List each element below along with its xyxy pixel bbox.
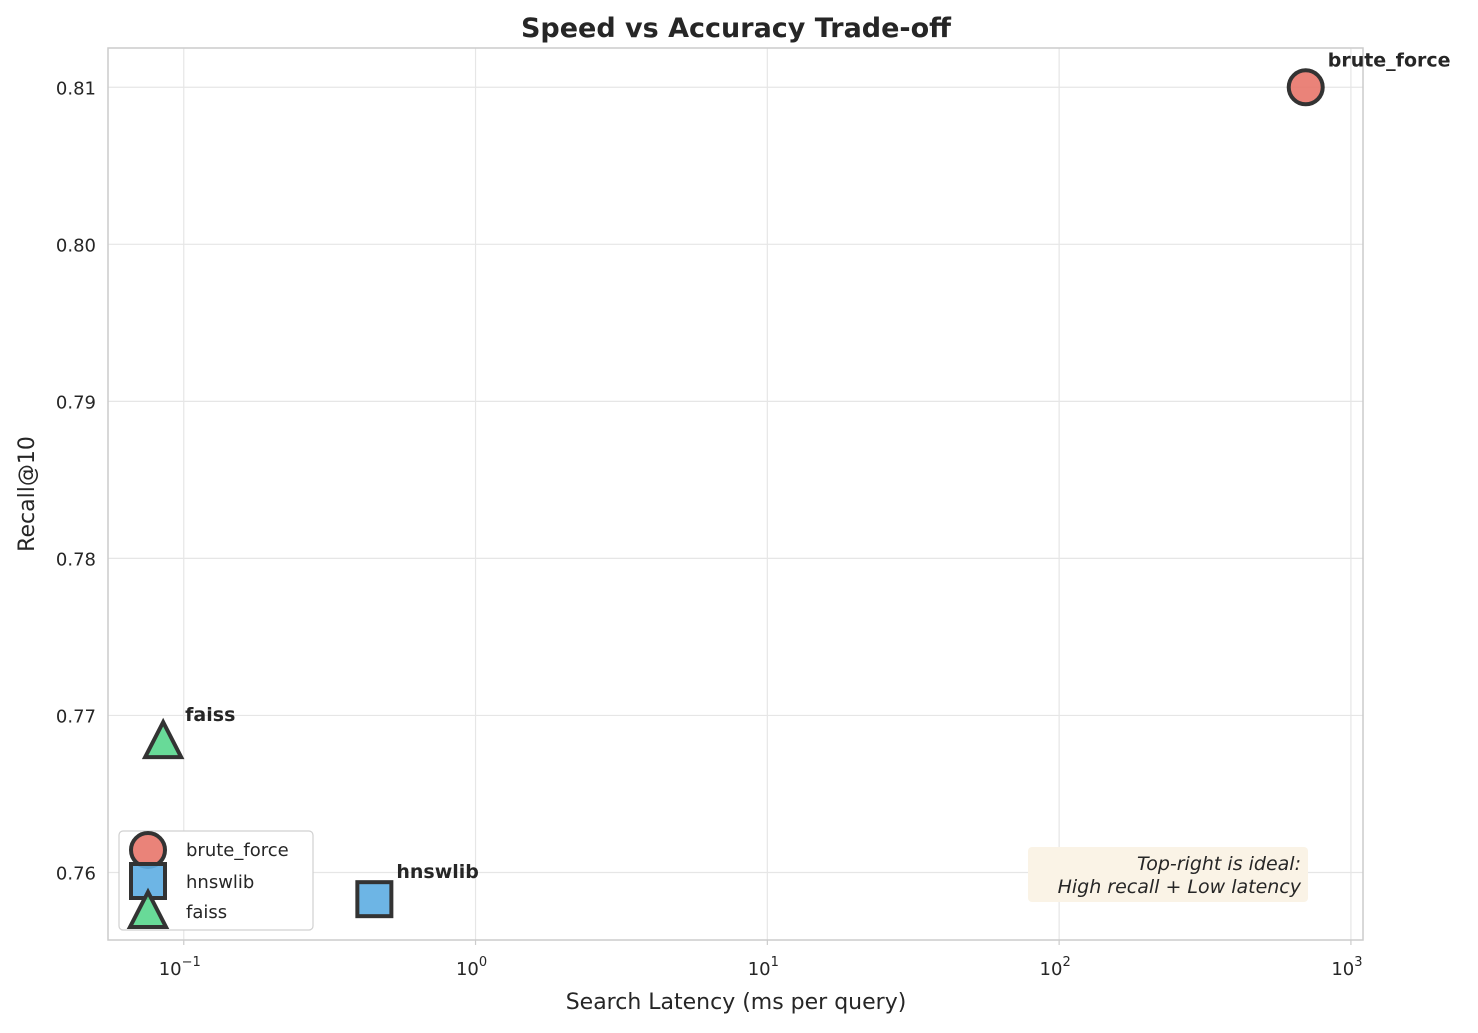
x-tick-label: 10−1 bbox=[159, 955, 201, 980]
legend-label-faiss: faiss bbox=[186, 902, 227, 923]
annotation-line-2: High recall + Low latency bbox=[1058, 876, 1302, 898]
legend-marker-brute-force bbox=[129, 831, 167, 869]
data-point-faiss bbox=[141, 717, 185, 760]
annotation-background bbox=[1028, 847, 1308, 902]
legend: brute_force hnswlib faiss bbox=[118, 830, 314, 931]
legend-marker-faiss bbox=[126, 887, 170, 929]
legend-label-brute-force: brute_force bbox=[186, 840, 289, 861]
point-label-faiss: faiss bbox=[185, 704, 235, 726]
legend-frame bbox=[118, 830, 314, 931]
y-tick-label: 0.80 bbox=[56, 235, 96, 256]
legend-markers bbox=[126, 831, 170, 929]
annotation-line-1: Top-right is ideal: bbox=[1137, 853, 1301, 875]
point-label-brute-force: brute_force bbox=[1328, 49, 1451, 71]
x-tick-label: 102 bbox=[1040, 955, 1071, 980]
y-tick-label: 0.81 bbox=[56, 78, 96, 99]
annotation-box: Top-right is ideal: High recall + Low la… bbox=[1028, 847, 1308, 902]
x-tick-label: 103 bbox=[1331, 955, 1362, 980]
data-point-hnswlib bbox=[355, 880, 394, 919]
y-tick-label: 0.76 bbox=[56, 863, 96, 884]
y-tick-label: 0.77 bbox=[56, 706, 96, 727]
x-tick-label: 101 bbox=[748, 955, 779, 980]
tick-layer: 0.76 0.77 0.78 0.79 0.80 0.81 10−1 100 101 102 103 bbox=[56, 78, 1363, 980]
x-tick-label: 100 bbox=[456, 955, 487, 980]
legend-label-hnswlib: hnswlib bbox=[186, 872, 254, 893]
data-point-brute-force bbox=[1286, 68, 1325, 107]
plot-area-frame bbox=[107, 47, 1364, 941]
y-tick-label: 0.78 bbox=[56, 549, 96, 570]
grid-layer bbox=[108, 48, 1363, 940]
x-axis-label: Search Latency (ms per query) bbox=[566, 990, 907, 1015]
y-tick-label: 0.79 bbox=[56, 392, 96, 413]
chart-title: Speed vs Accuracy Trade-off bbox=[521, 13, 952, 44]
y-axis-label: Recall@10 bbox=[15, 436, 40, 552]
point-label-hnswlib: hnswlib bbox=[396, 861, 479, 883]
